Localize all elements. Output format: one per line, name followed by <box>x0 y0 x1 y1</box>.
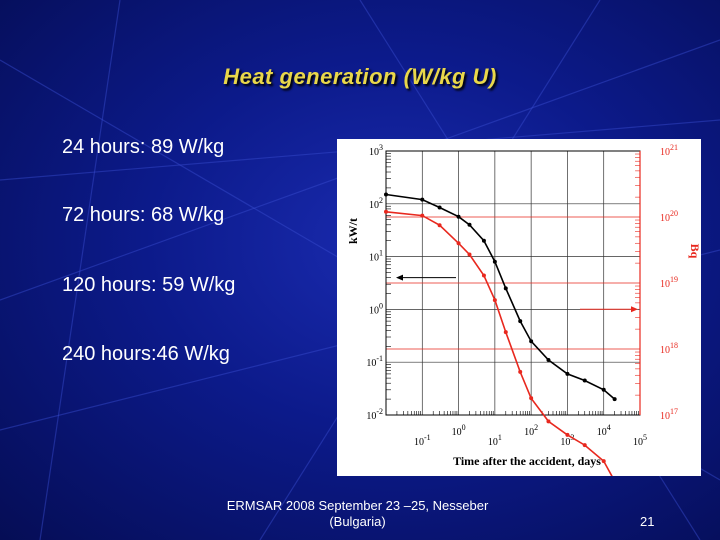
y-axis-label-right: Bq <box>688 244 701 259</box>
svg-text:10-1: 10-1 <box>414 433 431 448</box>
svg-text:101: 101 <box>369 249 383 264</box>
series-point-1 <box>546 419 551 424</box>
y-tick-label-left: 101 <box>369 249 383 264</box>
svg-text:101: 101 <box>488 433 502 448</box>
series-point-0 <box>420 197 425 202</box>
annotation-arrow-head <box>631 306 638 313</box>
x-tick-label: 101 <box>488 433 502 448</box>
x-tick-label: 10-1 <box>414 433 431 448</box>
svg-text:1018: 1018 <box>660 341 678 356</box>
series-point-0 <box>518 319 523 324</box>
y-tick-label-left: 100 <box>369 301 383 316</box>
svg-text:105: 105 <box>633 433 647 448</box>
bullet-72h: 72 hours: 68 W/kg <box>62 204 225 226</box>
series-point-0 <box>565 371 570 376</box>
svg-text:104: 104 <box>597 423 611 438</box>
y-tick-label-right: 1018 <box>660 341 678 356</box>
slide-title: Heat generation (W/kg U) <box>223 64 497 89</box>
x-tick-label: 104 <box>597 423 611 438</box>
svg-text:1021: 1021 <box>660 143 678 158</box>
series-point-1 <box>420 213 425 218</box>
y-tick-label-right: 1020 <box>660 209 678 224</box>
series-point-0 <box>503 286 508 291</box>
series-point-0 <box>612 397 617 402</box>
y-tick-label-right: 1021 <box>660 143 678 158</box>
x-tick-label: 102 <box>524 423 538 438</box>
decay-heat-chart: 103 102 101 100 10-1 10-2 1021 1020 1019 1018 1017… <box>337 139 702 483</box>
x-tick-label: 100 <box>452 423 466 438</box>
series-point-1 <box>437 223 442 228</box>
svg-text:1020: 1020 <box>660 209 678 224</box>
series-point-0 <box>437 205 442 210</box>
series-point-1 <box>492 298 497 303</box>
series-point-0 <box>456 214 461 219</box>
x-axis-label: Time after the accident, days <box>453 454 601 468</box>
y-tick-label-left: 103 <box>369 143 383 158</box>
svg-text:10-2: 10-2 <box>366 407 383 422</box>
annotation-arrow-head <box>396 274 403 281</box>
y-tick-label-left: 10-2 <box>366 407 383 422</box>
series-point-1 <box>481 273 486 278</box>
series-point-1 <box>456 241 461 246</box>
svg-text:100: 100 <box>369 301 383 316</box>
svg-text:10-1: 10-1 <box>366 354 383 369</box>
series-point-1 <box>582 443 587 448</box>
page-number: 21 <box>640 514 655 529</box>
series-point-0 <box>601 387 606 392</box>
series-point-1 <box>565 432 570 437</box>
svg-text:102: 102 <box>369 196 383 211</box>
x-tick-label: 105 <box>633 433 647 448</box>
series-line-0 <box>385 193 616 400</box>
bullet-120h: 120 hours: 59 W/kg <box>62 274 236 296</box>
svg-text:102: 102 <box>524 423 538 438</box>
svg-text:103: 103 <box>369 143 383 158</box>
series-point-0 <box>384 192 388 197</box>
series-point-1 <box>384 209 388 214</box>
series-point-1 <box>467 252 472 257</box>
series-point-1 <box>518 369 523 374</box>
series-point-0 <box>582 378 587 383</box>
svg-text:1017: 1017 <box>660 407 678 422</box>
footer: ERMSAR 2008 September 23 –25, Nesseber (… <box>200 498 515 530</box>
y-tick-label-right: 1017 <box>660 407 678 422</box>
svg-text:1019: 1019 <box>660 275 678 290</box>
series-point-0 <box>467 222 472 227</box>
bullet-240h: 240 hours:46 W/kg <box>62 343 230 365</box>
series-point-0 <box>481 238 486 243</box>
series-point-1 <box>503 330 508 335</box>
footer-line-1: ERMSAR 2008 September 23 –25, Nesseber <box>226 498 489 513</box>
y-axis-label-left: kW/t <box>346 218 360 244</box>
y-tick-label-left: 10-1 <box>366 354 383 369</box>
y-tick-label-right: 1019 <box>660 275 678 290</box>
footer-line-2: (Bulgaria) <box>329 514 386 529</box>
y-tick-label-left: 102 <box>369 196 383 211</box>
svg-text:100: 100 <box>452 423 466 438</box>
series-point-1 <box>529 396 534 401</box>
series-point-0 <box>492 259 497 264</box>
series-point-0 <box>546 358 551 363</box>
chart-svg: 103 102 101 100 10-1 10-2 1021 1020 1019 1018 1017… <box>346 143 702 483</box>
series-point-1 <box>601 459 606 464</box>
bullet-24h: 24 hours: 89 W/kg <box>62 136 225 158</box>
series-point-0 <box>529 339 534 344</box>
